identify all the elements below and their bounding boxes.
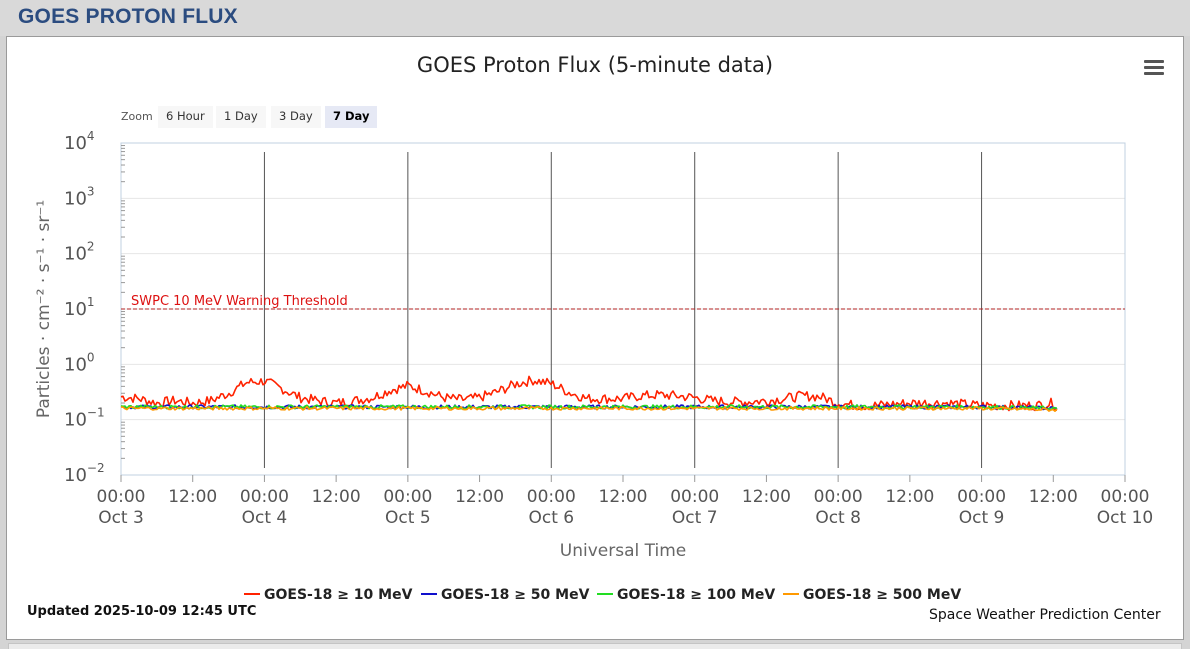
x-tick-label-time: 12:00	[312, 487, 361, 507]
menu-bar	[1144, 66, 1164, 69]
menu-bar	[1144, 60, 1164, 63]
series-line	[120, 375, 1058, 412]
zoom-label: Zoom	[121, 110, 153, 123]
y-tick-base: 10	[64, 299, 87, 320]
page-header: GOES PROTON FLUX	[0, 0, 1190, 36]
chart-menu-icon[interactable]	[1144, 60, 1164, 78]
y-tick-base: 10	[64, 354, 87, 375]
x-tick-label-date: Oct 6	[528, 508, 574, 528]
y-tick-exponent: 4	[87, 129, 95, 143]
x-tick-label-time: 12:00	[168, 487, 217, 507]
x-tick-label-time: 12:00	[885, 487, 934, 507]
y-tick-exponent: 3	[87, 184, 95, 198]
credit-text: Space Weather Prediction Center	[929, 607, 1161, 623]
y-tick-label: 101	[64, 295, 95, 320]
zoom-1day-button[interactable]: 1 Day	[216, 106, 266, 128]
legend-item-label: GOES-18 ≥ 50 MeV	[441, 587, 590, 603]
y-tick-base: 10	[64, 410, 87, 431]
chart-title: GOES Proton Flux (5-minute data)	[416, 53, 774, 77]
x-tick-label-time: 00:00	[1101, 487, 1150, 507]
zoom-3day-button[interactable]: 3 Day	[271, 106, 321, 128]
x-tick-label-date: Oct 9	[959, 508, 1005, 528]
page-title: GOES PROTON FLUX	[18, 5, 238, 28]
legend-item-label: GOES-18 ≥ 500 MeV	[803, 587, 961, 603]
x-tick-label-time: 00:00	[97, 487, 146, 507]
x-tick-label-time: 00:00	[814, 487, 863, 507]
y-tick-label: 10−1	[64, 406, 105, 431]
y-axis-title: Particles · cm⁻² · s⁻¹ · sr⁻¹	[34, 200, 54, 418]
y-tick-base: 10	[64, 188, 87, 209]
x-tick-label-time: 12:00	[1029, 487, 1078, 507]
x-tick-label-time: 00:00	[240, 487, 289, 507]
x-tick-label-time: 00:00	[383, 487, 432, 507]
zoom-6hour-button[interactable]: 6 Hour	[158, 106, 213, 128]
y-tick-label: 103	[64, 184, 95, 209]
series-line	[120, 404, 1057, 411]
y-tick-base: 10	[64, 244, 87, 265]
x-tick-label-date: Oct 4	[242, 508, 288, 528]
updated-timestamp: Updated 2025-10-09 12:45 UTC	[27, 604, 257, 619]
y-tick-exponent: −2	[87, 461, 105, 475]
legend-item-label: GOES-18 ≥ 10 MeV	[264, 587, 413, 603]
x-tick-label-time: 00:00	[670, 487, 719, 507]
x-tick-label-time: 00:00	[527, 487, 576, 507]
bottom-panel-edge	[8, 643, 1182, 649]
zoom-7day-button[interactable]: 7 Day	[325, 106, 378, 128]
series-line	[121, 405, 1058, 412]
y-tick-base: 10	[64, 133, 87, 154]
x-tick-label-time: 12:00	[742, 487, 791, 507]
y-tick-label: 100	[64, 350, 95, 375]
x-axis-title: Universal Time	[560, 541, 686, 561]
x-tick-label-time: 12:00	[599, 487, 648, 507]
y-tick-label: 10−2	[64, 461, 105, 486]
y-tick-label: 104	[64, 129, 95, 154]
y-tick-exponent: 2	[87, 240, 95, 254]
x-tick-label-date: Oct 5	[385, 508, 431, 528]
legend-item-label: GOES-18 ≥ 100 MeV	[617, 587, 775, 603]
threshold-label: SWPC 10 MeV Warning Threshold	[131, 294, 348, 309]
x-tick-label-time: 00:00	[957, 487, 1006, 507]
bottom-strip	[0, 640, 1190, 649]
menu-bar	[1144, 72, 1164, 75]
x-tick-label-date: Oct 8	[815, 508, 861, 528]
x-tick-label-date: Oct 10	[1097, 508, 1153, 528]
y-tick-base: 10	[64, 465, 87, 486]
y-tick-exponent: −1	[87, 406, 105, 420]
chart-panel	[6, 36, 1184, 640]
y-tick-exponent: 0	[87, 350, 95, 364]
x-tick-label-time: 12:00	[455, 487, 504, 507]
x-tick-label-date: Oct 7	[672, 508, 718, 528]
y-tick-label: 102	[64, 240, 95, 265]
y-tick-exponent: 1	[87, 295, 95, 309]
x-tick-label-date: Oct 3	[98, 508, 144, 528]
